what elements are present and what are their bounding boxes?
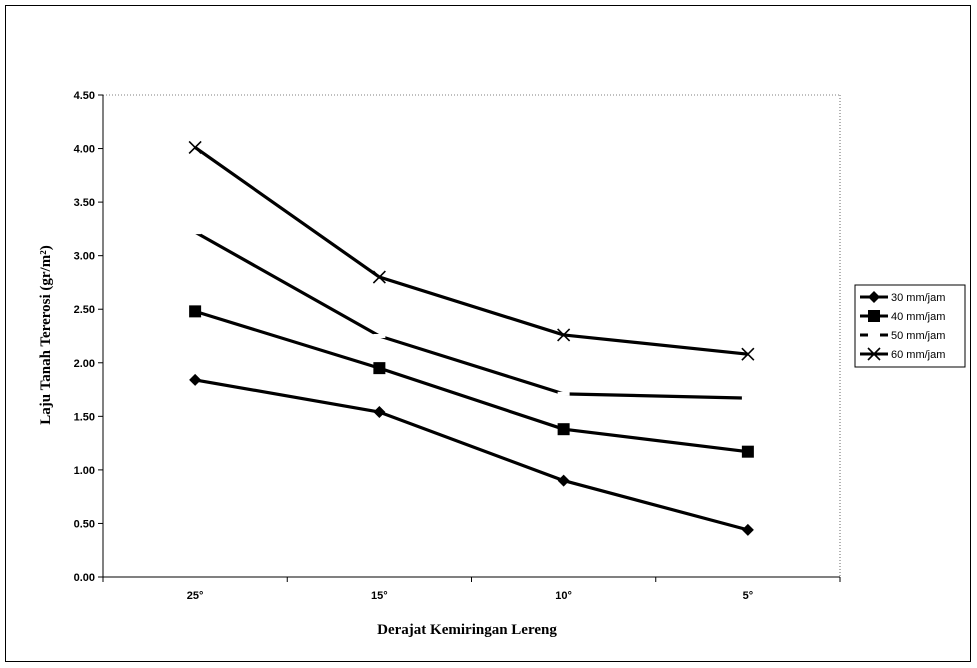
- legend-label: 40 mm/jam: [891, 311, 945, 323]
- data-point-4-stroke: [372, 270, 386, 284]
- data-point-4: [188, 140, 202, 155]
- series-line-2: [194, 309, 749, 454]
- legend-marker-stroke: [867, 347, 881, 361]
- legend: 30 mm/jam 40 mm/jam 50 mm/jam 60 mm/jam: [854, 284, 966, 368]
- legend-label: 50 mm/jam: [891, 330, 945, 342]
- y-tick-label: 0.50: [74, 518, 95, 530]
- x-tick-label: 25°: [187, 590, 204, 602]
- series-markers: [188, 140, 755, 536]
- y-tick-label: 2.00: [74, 358, 95, 370]
- data-point-4: [557, 328, 571, 342]
- data-point-1: [741, 523, 754, 536]
- data-point-4: [741, 347, 755, 361]
- x-tick-label: 15°: [371, 590, 388, 602]
- series-lines: [194, 146, 749, 532]
- y-axis-title: Laju Tanah Tererosi (gr/m²): [38, 245, 54, 424]
- y-tick-label: 3.50: [74, 197, 95, 209]
- legend-label: 30 mm/jam: [891, 292, 945, 304]
- data-point-2: [741, 445, 754, 458]
- axes: [98, 94, 841, 582]
- data-point-2: [189, 305, 202, 318]
- data-point-4-stroke: [741, 347, 755, 361]
- x-tick-labels: 25° 15° 10° 5°: [187, 590, 753, 602]
- y-tick-label: 0.00: [74, 572, 95, 584]
- data-point-4-stroke: [557, 328, 571, 342]
- y-tick-label: 3.00: [74, 251, 95, 263]
- y-tick-label: 1.50: [74, 411, 95, 423]
- legend-marker: [868, 310, 880, 322]
- data-point-4: [372, 270, 386, 284]
- legend-marker: [868, 291, 880, 303]
- series-line-4: [194, 146, 749, 356]
- x-tick-label: 10°: [555, 590, 572, 602]
- chart-frame: [5, 5, 971, 662]
- y-tick-label: 4.00: [74, 144, 95, 156]
- y-tick-label: 2.50: [74, 304, 95, 316]
- x-tick-label: 5°: [743, 590, 754, 602]
- series-line-1: [194, 378, 749, 532]
- data-point-2: [373, 362, 386, 375]
- x-axis-title: Derajat Kemiringan Lereng: [377, 622, 557, 638]
- legend-label: 60 mm/jam: [891, 349, 945, 361]
- y-tick-label: 4.50: [74, 90, 95, 102]
- data-point-1: [373, 406, 386, 419]
- y-tick-labels: 0.00 0.50 1.00 1.50 2.00 2.50 3.00 3.50 4.00 4.50: [74, 90, 95, 584]
- data-point-1: [557, 474, 570, 487]
- data-point-2: [557, 423, 570, 436]
- series-line-3: [194, 230, 748, 400]
- y-tick-label: 1.00: [74, 465, 95, 477]
- legend-marker: [867, 347, 881, 361]
- data-point-4-stroke: [188, 140, 202, 155]
- data-point-1: [189, 373, 202, 386]
